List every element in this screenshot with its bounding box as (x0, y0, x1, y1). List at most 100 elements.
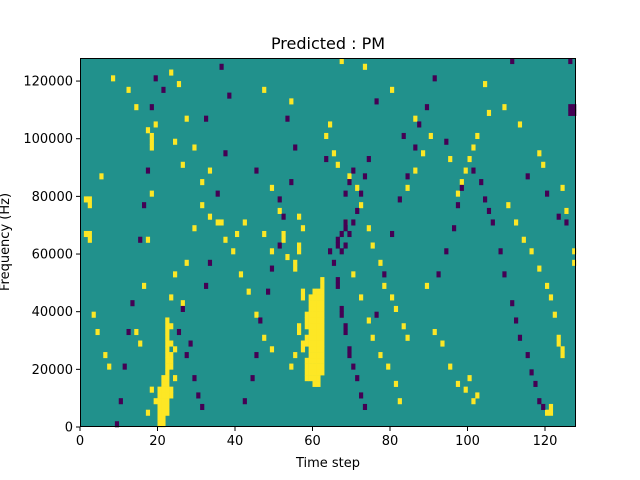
heatmap-cell (196, 392, 201, 399)
heatmap-cell (328, 248, 333, 255)
heatmap-cell (448, 156, 453, 163)
heatmap-cell (142, 282, 147, 289)
heatmap-cell (200, 403, 205, 411)
heatmap-cell (308, 305, 313, 312)
heatmap-cell (417, 121, 422, 128)
heatmap-cell (397, 196, 402, 203)
heatmap-cell (537, 398, 542, 405)
heatmap-cell (366, 317, 371, 324)
heatmap-cell (304, 334, 309, 341)
heatmap-cell (320, 305, 325, 312)
plot-frame (80, 58, 576, 427)
heatmap-cell (161, 86, 166, 93)
heatmap-cell (556, 340, 561, 347)
heatmap-cell (219, 219, 224, 226)
heatmap-cell (312, 334, 317, 341)
heatmap-cell (343, 242, 348, 249)
heatmap-cell (444, 138, 449, 145)
heatmap-cell (308, 363, 313, 370)
heatmap-cell (343, 323, 348, 330)
heatmap-cell (568, 104, 573, 111)
heatmap-cell (308, 352, 313, 359)
heatmap-cell (471, 167, 476, 174)
heatmap-cell (525, 173, 530, 180)
heatmap-cell (316, 334, 321, 341)
heatmap-cell (262, 86, 267, 93)
heatmap-cell (328, 121, 333, 128)
heatmap-cell (316, 369, 321, 376)
heatmap-cell (316, 346, 321, 353)
heatmap-cell (184, 259, 189, 266)
heatmap-cell (359, 190, 364, 197)
heatmap-cell (204, 115, 209, 122)
heatmap-cell (184, 352, 189, 359)
heatmap-cell (548, 294, 554, 301)
heatmap-cell (448, 363, 453, 370)
heatmap-cell (173, 138, 178, 145)
heatmap-cell (390, 230, 395, 238)
x-tick-label: 100 (455, 434, 480, 449)
heatmap-cell (537, 265, 542, 272)
heatmap-cell (521, 236, 526, 243)
heatmap-cell (316, 357, 321, 364)
heatmap-cell (572, 104, 577, 111)
heatmap-cell (262, 334, 267, 341)
heatmap-cell (378, 352, 383, 359)
heatmap-cell (316, 317, 321, 324)
heatmap-cell (572, 109, 577, 116)
heatmap-cell (502, 104, 507, 111)
heatmap-cell (490, 219, 495, 226)
heatmap-cell (161, 392, 166, 399)
heatmap-cell (304, 369, 309, 376)
heatmap-cell (362, 403, 368, 411)
heatmap-cell (545, 409, 550, 416)
heatmap-cell (339, 248, 344, 255)
heatmap-cell (300, 294, 306, 301)
heatmap-cell (266, 288, 271, 295)
heatmap-cell (459, 184, 464, 191)
x-tick-label: 40 (227, 434, 244, 449)
heatmap-cell (316, 340, 321, 347)
heatmap-cell (316, 300, 321, 307)
heatmap-cell (320, 357, 325, 364)
heatmap-cell (161, 375, 166, 382)
heatmap-cell (366, 156, 371, 163)
heatmap-cell (312, 369, 317, 376)
heatmap-cell (486, 109, 492, 116)
heatmap-cell (471, 398, 476, 405)
heatmap-cell (312, 363, 317, 370)
heatmap-cell (161, 409, 166, 416)
heatmap-cell (560, 184, 565, 191)
heatmap-cell (455, 190, 461, 197)
heatmap-cell (572, 248, 577, 255)
heatmap-cell (308, 334, 313, 341)
heatmap-cell (277, 196, 282, 203)
heatmap-cell (316, 363, 321, 370)
heatmap-cell (118, 398, 123, 405)
heatmap-cell (281, 213, 286, 220)
heatmap-cell (308, 328, 313, 336)
heatmap-cell (145, 409, 151, 416)
heatmap-cell (560, 352, 565, 359)
y-tick-label: 20000 (32, 363, 73, 378)
y-tick-label: 0 (65, 421, 73, 436)
heatmap-cell (506, 202, 511, 209)
heatmap-cell (320, 369, 325, 376)
heatmap-cell (463, 386, 468, 393)
heatmap-cell (165, 409, 170, 416)
heatmap-cell (293, 352, 298, 359)
heatmap-cell (312, 357, 317, 364)
heatmap-cell (297, 328, 302, 336)
heatmap-cell (180, 305, 185, 312)
heatmap-cell (169, 323, 174, 330)
heatmap-cell (552, 311, 557, 318)
heatmap-cell (413, 167, 418, 174)
heatmap-cell (277, 207, 282, 214)
heatmap-cell (359, 392, 364, 399)
heatmap-cell (169, 363, 174, 370)
heatmap-cell (312, 294, 317, 301)
heatmap-cell (161, 398, 166, 405)
heatmap-cell (165, 340, 170, 347)
heatmap-cell (359, 202, 364, 209)
heatmap-cell (149, 190, 154, 197)
